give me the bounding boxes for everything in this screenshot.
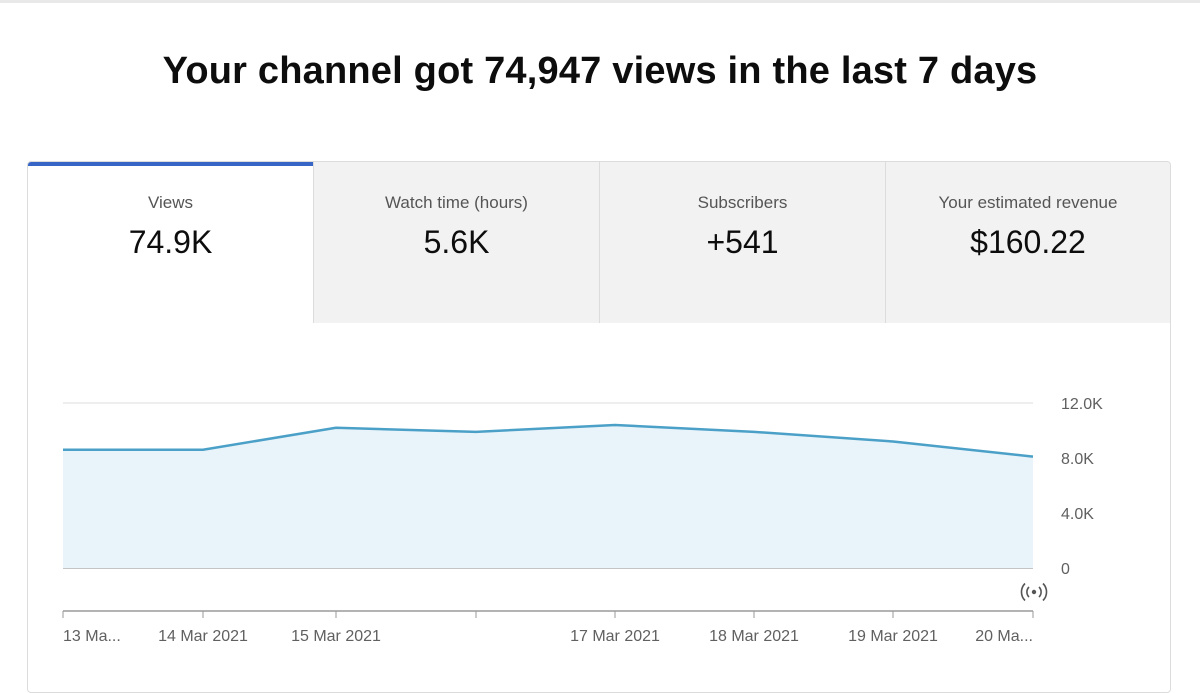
active-tab-indicator xyxy=(28,162,313,166)
tab-label: Watch time (hours) xyxy=(385,193,528,212)
metric-tabs: Views 74.9K Watch time (hours) 5.6K Subs… xyxy=(28,162,1170,323)
page-title: Your channel got 74,947 views in the las… xyxy=(162,50,1038,92)
tab-subscribers[interactable]: Subscribers +541 xyxy=(599,162,885,323)
tab-watch-time[interactable]: Watch time (hours) 5.6K xyxy=(313,162,599,323)
x-tick-label: 19 Mar 2021 xyxy=(848,628,938,645)
tab-label: Views xyxy=(147,193,194,212)
analytics-card: Views 74.9K Watch time (hours) 5.6K Subs… xyxy=(27,161,1171,693)
x-tick-label: 13 Ma... xyxy=(63,628,121,645)
tab-label: Subscribers xyxy=(697,193,788,212)
views-series-line xyxy=(63,423,1034,458)
y-tick-label: 0 xyxy=(1061,561,1070,578)
views-chart: 0 4.0K 8.0K 12.0K 13 Ma... 14 Mar 2021 15 Mar… xyxy=(62,396,1103,645)
views-area-fill xyxy=(63,425,1033,568)
y-tick-label: 8.0K xyxy=(1061,451,1094,468)
x-tick-label: 20 Ma... xyxy=(975,628,1033,645)
x-tick-label: 17 Mar 2021 xyxy=(570,628,660,645)
y-tick-label: 4.0K xyxy=(1061,506,1094,523)
broadcast-icon[interactable] xyxy=(1020,582,1048,602)
top-divider xyxy=(0,0,1200,3)
x-tick-label: 15 Mar 2021 xyxy=(291,628,381,645)
tab-views[interactable]: Views 74.9K xyxy=(28,162,313,323)
tab-value: 5.6K xyxy=(423,224,490,260)
tab-value: +541 xyxy=(706,224,779,260)
tab-value: 74.9K xyxy=(128,224,213,260)
x-tick-label: 18 Mar 2021 xyxy=(709,628,799,645)
tab-value: $160.22 xyxy=(970,224,1086,260)
tab-label: Your estimated revenue xyxy=(938,193,1118,212)
x-tick-label: 14 Mar 2021 xyxy=(158,628,248,645)
tab-estimated-revenue[interactable]: Your estimated revenue $160.22 xyxy=(885,162,1170,323)
y-tick-label: 12.0K xyxy=(1061,396,1103,413)
